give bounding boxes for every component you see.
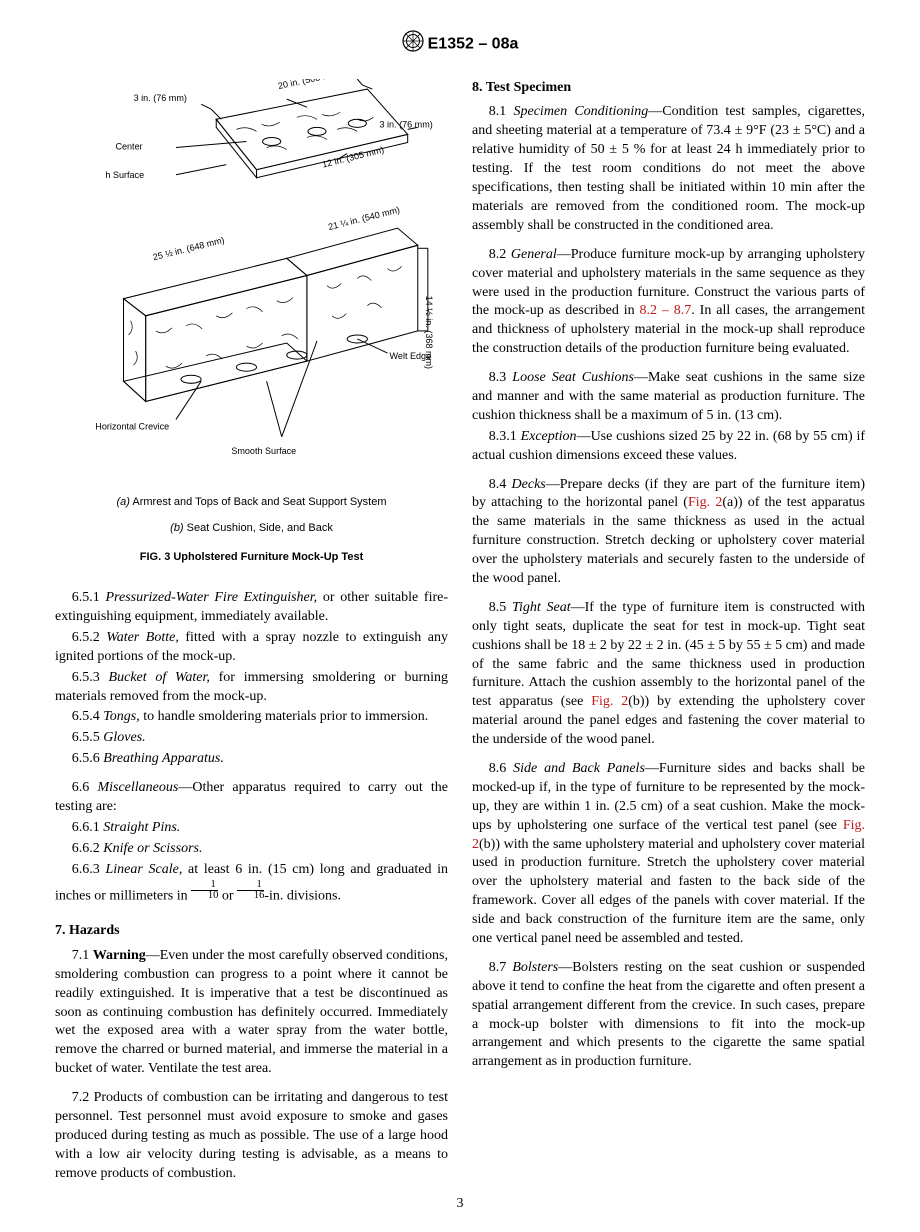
para-831: 8.3.1 Exception—Use cushions sized 25 by… [472, 428, 865, 466]
para-654: 6.5.4 Tongs, to handle smoldering materi… [55, 708, 448, 727]
fig3-caption-a: (a) Armrest and Tops of Back and Seat Su… [55, 495, 448, 510]
svg-text:Center: Center [115, 141, 142, 151]
para-651: 6.5.1 Pressurized-Water Fire Extinguishe… [55, 589, 448, 627]
svg-text:3 in. (76 mm): 3 in. (76 mm) [379, 119, 432, 129]
svg-text:3 in. (76 mm): 3 in. (76 mm) [134, 93, 187, 103]
para-652: 6.5.2 Water Botte, fitted with a spray n… [55, 629, 448, 667]
svg-text:Smooth Surface: Smooth Surface [231, 445, 296, 455]
fig3-title: FIG. 3 Upholstered Furniture Mock-Up Tes… [55, 550, 448, 565]
svg-text:21 ¼ in. (540 mm): 21 ¼ in. (540 mm) [327, 204, 401, 231]
svg-text:h Surface: h Surface [105, 169, 144, 179]
content-columns: 3 in. (76 mm) 20 in. (508 mm) 3 in. (76 … [55, 79, 865, 1199]
astm-logo [402, 30, 424, 59]
head-7: 7. Hazards [55, 922, 448, 941]
link-82-87[interactable]: 8.2 – 8.7 [640, 303, 692, 318]
figure-3-svg: 3 in. (76 mm) 20 in. (508 mm) 3 in. (76 … [55, 79, 448, 482]
para-71: 7.1 Warning—Even under the most carefull… [55, 947, 448, 1079]
para-86: 8.6 Side and Back Panels—Furniture sides… [472, 760, 865, 949]
para-85: 8.5 Tight Seat—If the type of furniture … [472, 599, 865, 750]
head-8: 8. Test Specimen [472, 79, 865, 98]
para-661: 6.6.1 Straight Pins. [55, 819, 448, 838]
para-82: 8.2 General—Produce furniture mock-up by… [472, 246, 865, 359]
link-fig2b-1[interactable]: Fig. 2 [591, 694, 628, 709]
svg-text:Horizontal Crevice: Horizontal Crevice [95, 421, 169, 431]
para-83: 8.3 Loose Seat Cushions—Make seat cushio… [472, 369, 865, 426]
para-656: 6.5.6 Breathing Apparatus. [55, 750, 448, 769]
para-72: 7.2 Products of combustion can be irrita… [55, 1089, 448, 1183]
svg-text:20 in. (508 mm): 20 in. (508 mm) [277, 79, 341, 91]
para-653: 6.5.3 Bucket of Water, for immersing smo… [55, 669, 448, 707]
svg-text:Welt Edge: Welt Edge [390, 351, 432, 361]
link-fig2a[interactable]: Fig. 2 [688, 495, 722, 510]
page-header: E1352 – 08a [55, 30, 865, 59]
para-655: 6.5.5 Gloves. [55, 729, 448, 748]
fig3-caption-b: (b) Seat Cushion, Side, and Back [55, 521, 448, 536]
para-81: 8.1 Specimen Conditioning—Condition test… [472, 103, 865, 235]
para-662: 6.6.2 Knife or Scissors. [55, 840, 448, 859]
para-87: 8.7 Bolsters—Bolsters resting on the sea… [472, 959, 865, 1072]
para-66: 6.6 Miscellaneous—Other apparatus requir… [55, 779, 448, 817]
header-designation: E1352 – 08a [428, 36, 519, 53]
para-84: 8.4 Decks—Prepare decks (if they are par… [472, 476, 865, 589]
page-number: 3 [0, 1195, 920, 1214]
svg-text:25 ½ in. (648 mm): 25 ½ in. (648 mm) [152, 234, 226, 261]
para-663: 6.6.3 Linear Scale, at least 6 in. (15 c… [55, 861, 448, 906]
figure-3: 3 in. (76 mm) 20 in. (508 mm) 3 in. (76 … [55, 79, 448, 565]
